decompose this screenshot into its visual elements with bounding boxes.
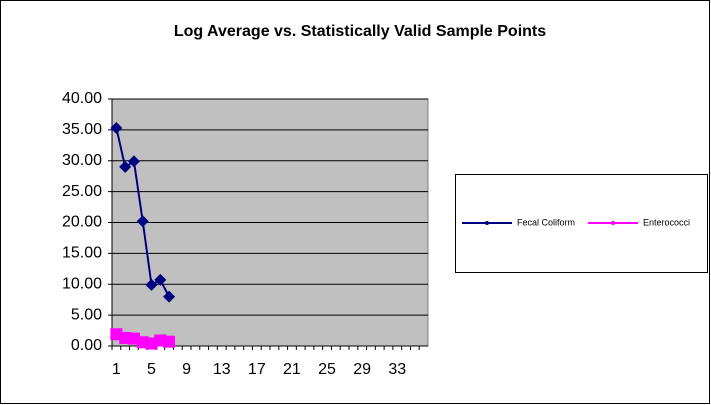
data-point bbox=[119, 160, 132, 173]
x-tick-label: 25 bbox=[318, 361, 336, 378]
data-point bbox=[154, 273, 167, 286]
y-tick-label: 40.00 bbox=[62, 90, 102, 107]
y-tick-label: 15.00 bbox=[62, 245, 102, 262]
legend-marker bbox=[485, 221, 489, 225]
data-point bbox=[136, 215, 149, 228]
x-tick-label: 5 bbox=[147, 361, 156, 378]
y-tick-label: 35.00 bbox=[62, 121, 102, 138]
x-tick-label: 1 bbox=[112, 361, 121, 378]
data-point bbox=[110, 122, 123, 135]
data-point bbox=[145, 278, 158, 291]
y-tick-label: 25.00 bbox=[62, 183, 102, 200]
x-tick-label: 29 bbox=[353, 361, 371, 378]
data-point bbox=[163, 335, 176, 348]
x-tick-label: 9 bbox=[182, 361, 191, 378]
legend-marker bbox=[611, 221, 615, 225]
x-tick-label: 21 bbox=[283, 361, 301, 378]
x-tick-label: 17 bbox=[248, 361, 266, 378]
x-tick-label: 33 bbox=[388, 361, 406, 378]
y-tick-label: 30.00 bbox=[62, 152, 102, 169]
data-point bbox=[119, 331, 132, 344]
y-tick-label: 20.00 bbox=[62, 214, 102, 231]
legend-label: Fecal Coliform bbox=[517, 217, 575, 227]
y-tick-label: 0.00 bbox=[71, 337, 102, 354]
y-tick-label: 5.00 bbox=[71, 306, 102, 323]
data-point bbox=[127, 155, 140, 168]
y-tick-label: 10.00 bbox=[62, 275, 102, 292]
data-point bbox=[163, 290, 176, 303]
x-tick-label: 13 bbox=[213, 361, 231, 378]
chart-title: Log Average vs. Statistically Valid Samp… bbox=[174, 23, 546, 40]
legend-label: Enterococci bbox=[643, 217, 690, 227]
